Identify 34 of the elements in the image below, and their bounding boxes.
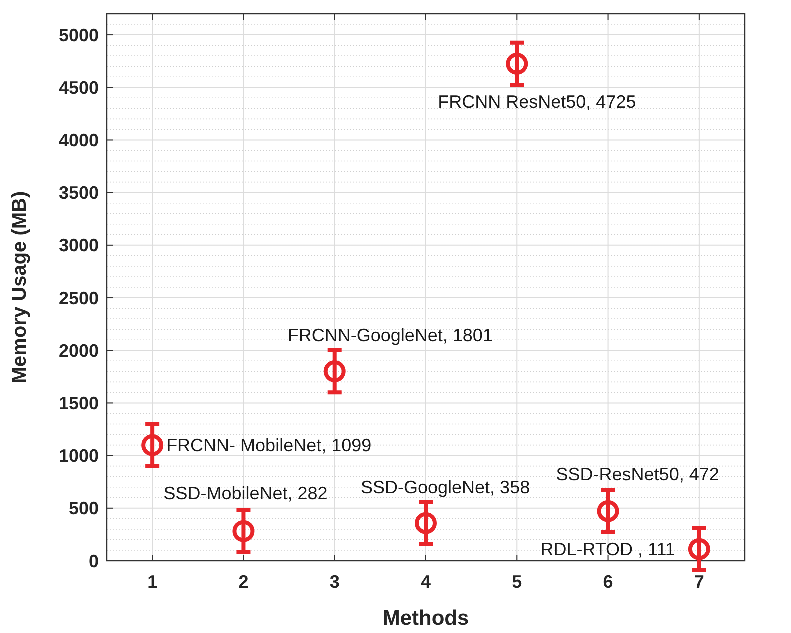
- x-tick-label: 2: [238, 572, 249, 592]
- y-tick-label: 500: [68, 498, 99, 519]
- point: [232, 520, 255, 542]
- y-tick-label: 2000: [58, 340, 99, 361]
- x-tick-label: 4: [420, 572, 432, 592]
- point: [324, 360, 346, 383]
- annotation: SSD-ResNet50, 472: [556, 464, 720, 484]
- y-tick-label: 1500: [58, 394, 99, 414]
- point: [597, 500, 620, 522]
- point: [506, 52, 528, 75]
- x-tick-label: 1: [148, 572, 158, 592]
- y-tick-label: 2500: [58, 288, 99, 308]
- annotation: FRCNN- MobileNet, 1099: [166, 435, 372, 456]
- x-tick-label: 6: [603, 572, 614, 592]
- annotation: SSD-GoogleNet, 358: [361, 477, 530, 498]
- y-tick-label: 1000: [58, 446, 99, 466]
- annotation: RDL-RTOD , 111: [540, 539, 676, 560]
- y-tick-label: 5000: [58, 25, 99, 46]
- y-tick-label: 3500: [58, 183, 99, 204]
- x-tick-label: 5: [512, 572, 522, 592]
- point: [415, 512, 437, 534]
- x-axis-title: Methods: [382, 607, 470, 630]
- y-tick-label: 4000: [58, 130, 99, 151]
- y-axis-title: Memory Usage (MB): [9, 191, 31, 384]
- y-tick-label: 3000: [58, 236, 99, 256]
- annotation: SSD-MobileNet, 282: [164, 483, 328, 504]
- y-tick-label: 4500: [58, 78, 99, 98]
- annotation: FRCNN-GoogleNet, 1801: [288, 326, 493, 346]
- x-tick-label: 3: [330, 572, 340, 592]
- annotation: FRCNN ResNet50, 4725: [438, 92, 636, 112]
- x-tick-label: 7: [694, 572, 704, 592]
- point: [688, 538, 710, 560]
- point: [142, 434, 164, 456]
- y-tick-label: 0: [88, 551, 99, 572]
